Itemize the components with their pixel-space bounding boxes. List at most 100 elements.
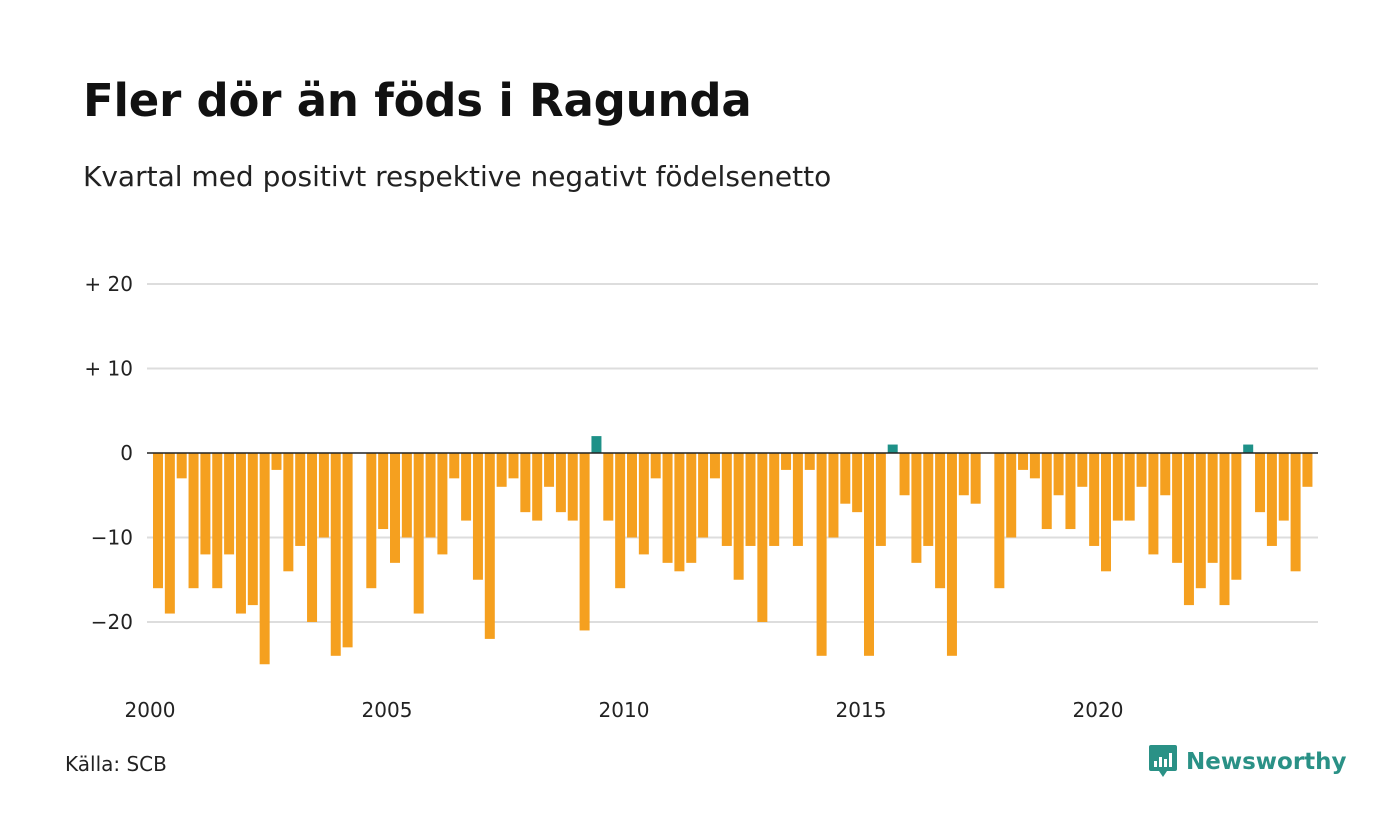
bar	[1183, 453, 1194, 606]
bar	[638, 453, 649, 555]
y-tick-label: 0	[120, 441, 133, 465]
chart-title: Fler dör än föds i Ragunda	[83, 74, 752, 127]
bar	[875, 453, 886, 546]
bar	[330, 453, 341, 656]
y-tick-label: −10	[91, 526, 133, 550]
bar	[1290, 453, 1301, 572]
bar	[544, 453, 555, 487]
bar	[1029, 453, 1040, 479]
chart-subtitle: Kvartal med positivt respektive negativt…	[83, 160, 832, 193]
bar	[627, 453, 637, 538]
bar	[508, 453, 519, 479]
bar	[1053, 453, 1064, 496]
bar	[615, 453, 626, 589]
bar	[259, 453, 270, 665]
bar	[520, 453, 531, 513]
bar	[686, 453, 697, 563]
bar	[437, 453, 448, 555]
bar	[212, 453, 223, 589]
bar	[153, 453, 163, 589]
bar	[176, 453, 187, 479]
x-tick-label: 2000	[125, 698, 176, 722]
bar	[1302, 453, 1313, 487]
bar	[579, 453, 590, 631]
bar	[1231, 453, 1242, 580]
bar	[1077, 453, 1088, 487]
bar	[1207, 453, 1218, 563]
bar	[674, 453, 685, 572]
bar	[342, 453, 353, 648]
bar	[1101, 453, 1111, 572]
bar	[721, 453, 732, 546]
bar	[958, 453, 969, 496]
x-tick-label: 2005	[362, 698, 413, 722]
bar	[425, 453, 436, 538]
bar	[567, 453, 578, 521]
bar	[413, 453, 424, 614]
bar	[1266, 453, 1277, 546]
x-tick-label: 2020	[1073, 698, 1124, 722]
bar	[840, 453, 851, 504]
bar	[887, 444, 898, 453]
bar	[472, 453, 483, 580]
newsworthy-logo-icon	[1149, 745, 1177, 777]
bar	[247, 453, 258, 606]
bar	[1018, 453, 1029, 470]
bar	[1219, 453, 1230, 606]
bar	[804, 453, 815, 470]
bar	[792, 453, 803, 546]
bar	[1255, 453, 1266, 513]
bar	[757, 453, 768, 622]
bar	[295, 453, 306, 546]
bar	[449, 453, 460, 479]
bar	[1136, 453, 1147, 487]
bar	[1124, 453, 1135, 521]
bar	[1112, 453, 1123, 521]
bar	[188, 453, 199, 589]
source-note: Källa: SCB	[65, 752, 167, 776]
bar	[1041, 453, 1052, 530]
bar	[200, 453, 211, 555]
bar	[852, 453, 863, 513]
bar	[496, 453, 507, 487]
bar	[650, 453, 661, 479]
bar	[1172, 453, 1183, 563]
bar	[816, 453, 827, 656]
bar	[733, 453, 744, 580]
bar	[484, 453, 495, 639]
x-axis-labels: 2000 2005 2010 2015 2020	[125, 698, 1124, 722]
bar	[532, 453, 543, 521]
bar	[781, 453, 792, 470]
bar	[899, 453, 910, 496]
bar	[366, 453, 377, 589]
bar	[378, 453, 389, 530]
bar	[935, 453, 946, 589]
bar	[662, 453, 673, 563]
bar	[1243, 444, 1254, 453]
y-tick-label: + 10	[84, 357, 133, 381]
gridlines	[147, 283, 1318, 623]
bar	[390, 453, 400, 563]
bar	[307, 453, 318, 622]
y-tick-label: + 20	[84, 272, 133, 296]
bar	[994, 453, 1005, 589]
bar	[769, 453, 780, 546]
bar	[401, 453, 412, 538]
bar	[164, 453, 175, 614]
bar	[946, 453, 957, 656]
bar	[1006, 453, 1017, 538]
bar	[1278, 453, 1289, 521]
bar	[1065, 453, 1076, 530]
bar	[864, 453, 874, 656]
bar	[235, 453, 246, 614]
bar	[1195, 453, 1206, 589]
bar	[1089, 453, 1100, 546]
brand-name: Newsworthy	[1186, 749, 1347, 775]
bar	[283, 453, 294, 572]
bar	[970, 453, 981, 504]
bars	[153, 436, 1313, 665]
bar	[828, 453, 839, 538]
bar	[591, 436, 602, 453]
bar-chart: + 20 + 10 0 −10 −20 2000 2005 2010 2015 2020	[84, 272, 1318, 722]
bar	[698, 453, 709, 538]
